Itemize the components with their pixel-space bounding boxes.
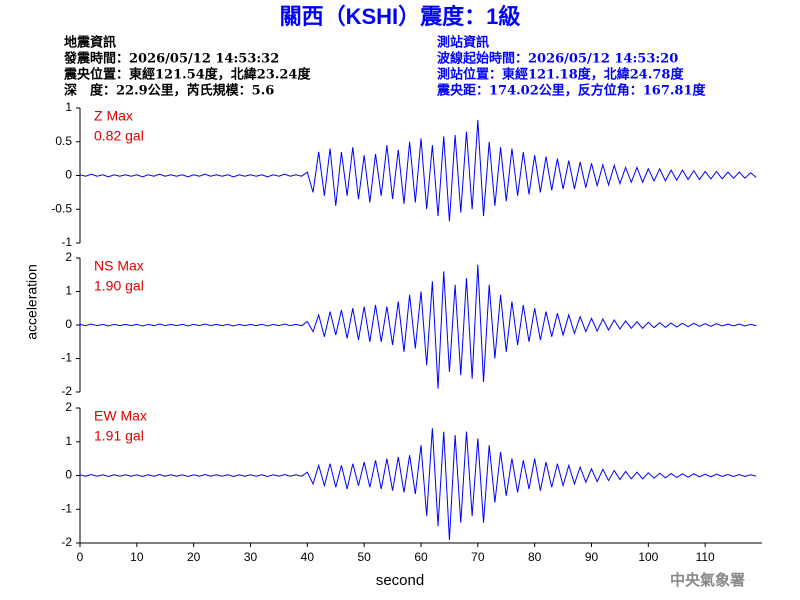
title: 關西（KSHI）震度：1級 [280, 4, 521, 29]
x-tick-label: 60 [414, 550, 428, 564]
info-right: 震央距：174.02公里，反方位角：167.81度 [436, 83, 707, 99]
info-right: 測站資訊 [437, 35, 489, 51]
annotation: NS Max [94, 258, 144, 274]
y-tick-label: 0 [65, 168, 72, 182]
annotation: 1.90 gal [94, 278, 144, 294]
y-tick-label: 0 [65, 317, 72, 331]
info-right: 測站位置：東經121.18度，北緯24.78度 [437, 67, 684, 83]
x-tick-label: 90 [585, 550, 599, 564]
y-tick-label: 2 [65, 250, 72, 264]
x-axis-label: second [376, 572, 424, 589]
y-tick-label: 1 [65, 434, 72, 448]
x-tick-label: 70 [471, 550, 485, 564]
info-left: 發震時間：2026/05/12 14:53:32 [63, 51, 279, 67]
y-tick-label: 1 [65, 100, 72, 114]
x-tick-label: 100 [638, 550, 658, 564]
waveform [79, 428, 757, 540]
annotation: Z Max [94, 108, 133, 124]
info-right: 波線起始時間：2026/05/12 14:53:20 [437, 51, 678, 67]
annotation: 1.91 gal [94, 428, 144, 444]
y-tick-label: -0.5 [51, 201, 72, 215]
x-tick-label: 110 [696, 550, 715, 564]
info-left: 地震資訊 [64, 35, 116, 51]
y-axis-label: acceleration [24, 264, 40, 340]
x-tick-label: 10 [130, 550, 144, 564]
y-tick-label: -1 [61, 501, 72, 515]
y-tick-label: 0.5 [55, 134, 72, 148]
x-tick-label: 80 [528, 550, 542, 564]
annotation: 0.82 gal [94, 128, 144, 144]
x-tick-label: 20 [187, 550, 201, 564]
waveform [79, 120, 757, 222]
info-left: 震央位置：東經121.54度，北緯23.24度 [63, 67, 311, 83]
x-tick-label: 30 [244, 550, 258, 564]
annotation: EW Max [94, 408, 147, 424]
y-tick-label: -1 [61, 235, 72, 249]
y-tick-label: 1 [65, 284, 72, 298]
waveform [79, 264, 757, 389]
y-tick-label: -2 [61, 535, 72, 549]
info-left: 深 度：22.9公里，芮氏規模：5.6 [64, 83, 274, 99]
y-tick-label: -2 [61, 384, 72, 398]
y-tick-label: 0 [65, 468, 72, 482]
x-tick-label: 0 [77, 550, 84, 564]
x-tick-label: 50 [357, 550, 371, 564]
footer: 中央氣象署 [670, 571, 745, 589]
x-tick-label: 40 [301, 550, 315, 564]
y-tick-label: -1 [61, 351, 72, 365]
y-tick-label: 2 [65, 400, 72, 414]
